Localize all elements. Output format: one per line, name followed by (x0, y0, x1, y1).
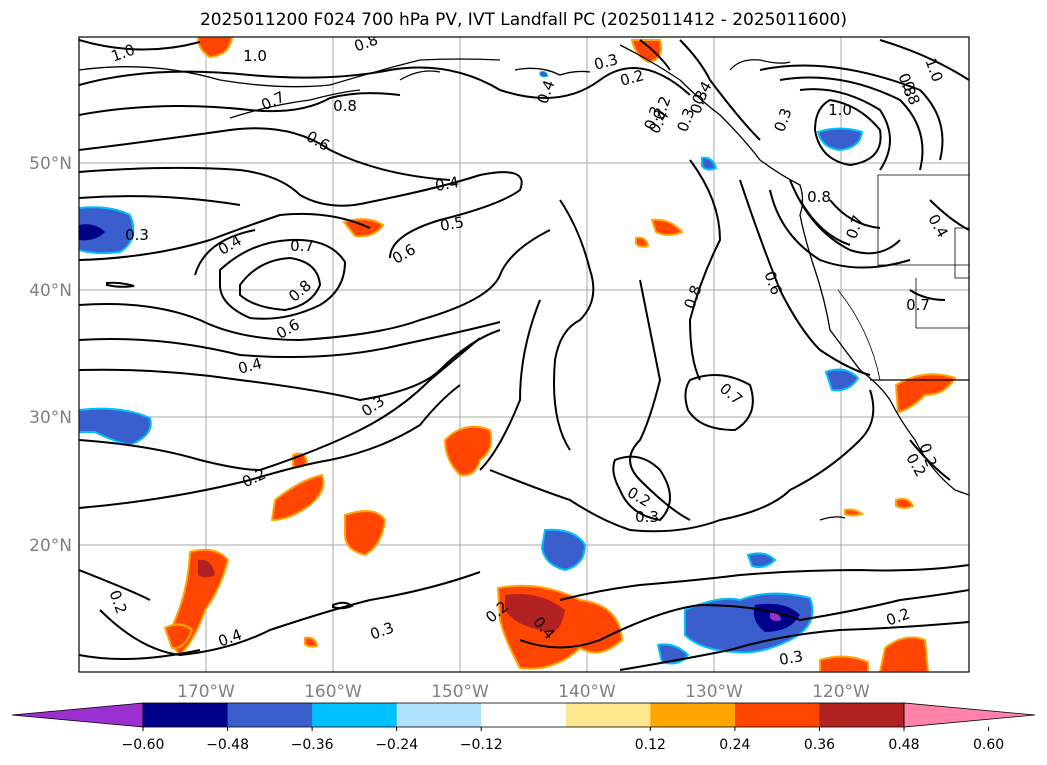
contour-label: 0.7 (906, 296, 930, 314)
anomaly-region (844, 508, 865, 517)
anomaly-region (816, 127, 864, 152)
borders (837, 174, 969, 381)
coastlines (79, 44, 969, 521)
anomaly-region (701, 156, 718, 171)
anomaly-region (650, 218, 684, 236)
anomaly-region (342, 218, 385, 238)
anomaly-region (270, 473, 325, 522)
anomaly-region (443, 425, 493, 477)
anomaly-region (746, 552, 777, 569)
colorbar-segment (734, 703, 820, 727)
lon-label: 140°W (558, 682, 616, 702)
lat-label: 20°N (29, 536, 72, 556)
contour-label: 1.0 (828, 101, 852, 119)
lon-label: 160°W (304, 682, 362, 702)
lon-label: 170°W (177, 682, 235, 702)
anomaly-region (894, 373, 957, 414)
lon-label: 120°W (812, 682, 870, 702)
anomaly-region (824, 368, 860, 392)
contour-label: 0.4 (434, 173, 461, 195)
colorbar-segment (650, 703, 736, 727)
map-plot-area: 1.0 1.00.80.7 0.80.60.40.50.60.4 0.70.80.60… (79, 37, 969, 672)
anomaly-region (163, 623, 194, 650)
anomaly-region (198, 559, 215, 578)
colorbar-tick-label: −0.12 (460, 737, 503, 753)
contour-label: 0.8 (333, 97, 357, 115)
contour-label: 0.3 (125, 226, 149, 244)
contour-label: 0.8 (807, 188, 831, 206)
anomaly-region (895, 497, 915, 509)
lon-label: 130°W (685, 682, 743, 702)
anomaly-region (878, 636, 930, 672)
colorbar (11, 702, 1036, 728)
latitude-labels: 50°N 40°N 30°N 20°N (29, 154, 72, 556)
contour-label: 0.3 (778, 647, 805, 669)
colorbar-segment (143, 703, 229, 727)
anomaly-region (79, 407, 152, 447)
positive-anomaly-regions (163, 37, 957, 672)
colorbar-segment (396, 703, 482, 727)
anomaly-region (79, 206, 135, 255)
contour-label: 0.5 (439, 213, 466, 235)
colorbar-tick-label: 0.48 (888, 737, 919, 753)
anomaly-region (344, 510, 387, 557)
colorbar-frame (142, 702, 905, 728)
pv-contours (79, 39, 969, 671)
anomaly-region (79, 224, 105, 241)
anomaly-region (819, 655, 869, 672)
contour-label: 0.4 (236, 354, 264, 378)
anomaly-region (304, 636, 319, 648)
colorbar-segment (481, 703, 567, 727)
contour-label: 0.2 (618, 66, 646, 90)
colorbar-segment (819, 703, 905, 727)
colorbar-tick-label: −0.24 (375, 737, 418, 753)
anomaly-region (635, 236, 650, 248)
colorbar-tick-labels: −0.60 −0.48 −0.36 −0.24 −0.12 0.12 0.24 0.36 0.4… (122, 727, 1004, 753)
anomaly-region (196, 37, 234, 59)
colorbar-extend-min (11, 702, 144, 728)
colorbar-tick-label: 0.24 (719, 737, 750, 753)
anomaly-region (630, 39, 663, 64)
lat-label: 40°N (29, 281, 72, 301)
colorbar-tick-label: 0.12 (635, 737, 666, 753)
lat-label: 30°N (29, 408, 72, 428)
anomaly-region (770, 612, 781, 622)
colorbar-tick-label: 0.36 (804, 737, 835, 753)
colorbar-tick-label: 0.60 (973, 737, 1004, 753)
colorbar-tick-label: −0.48 (206, 737, 249, 753)
contour-label: 0.7 (290, 237, 314, 255)
contour-label: 1.0 (243, 47, 267, 65)
map-title: 2025011200 F024 700 hPa PV, IVT Landfall… (199, 10, 847, 30)
longitude-labels: 170°W 160°W 150°W 140°W 130°W 120°W (177, 682, 870, 702)
anomaly-region (505, 594, 565, 633)
anomaly-region (539, 71, 549, 78)
colorbar-tick-label: −0.36 (291, 737, 334, 753)
colorbar-extend-max (903, 702, 1036, 728)
contour-label: 0.3 (635, 508, 659, 526)
contour-label: 0.3 (592, 50, 620, 74)
map-frame (78, 36, 970, 673)
lat-label: 50°N (29, 154, 72, 174)
anomaly-region (540, 528, 587, 572)
colorbar-segment (227, 703, 313, 727)
colorbar-segment (312, 703, 398, 727)
lon-label: 150°W (431, 682, 489, 702)
colorbar-segment (565, 703, 651, 727)
colorbar-tick-label: −0.60 (122, 737, 165, 753)
